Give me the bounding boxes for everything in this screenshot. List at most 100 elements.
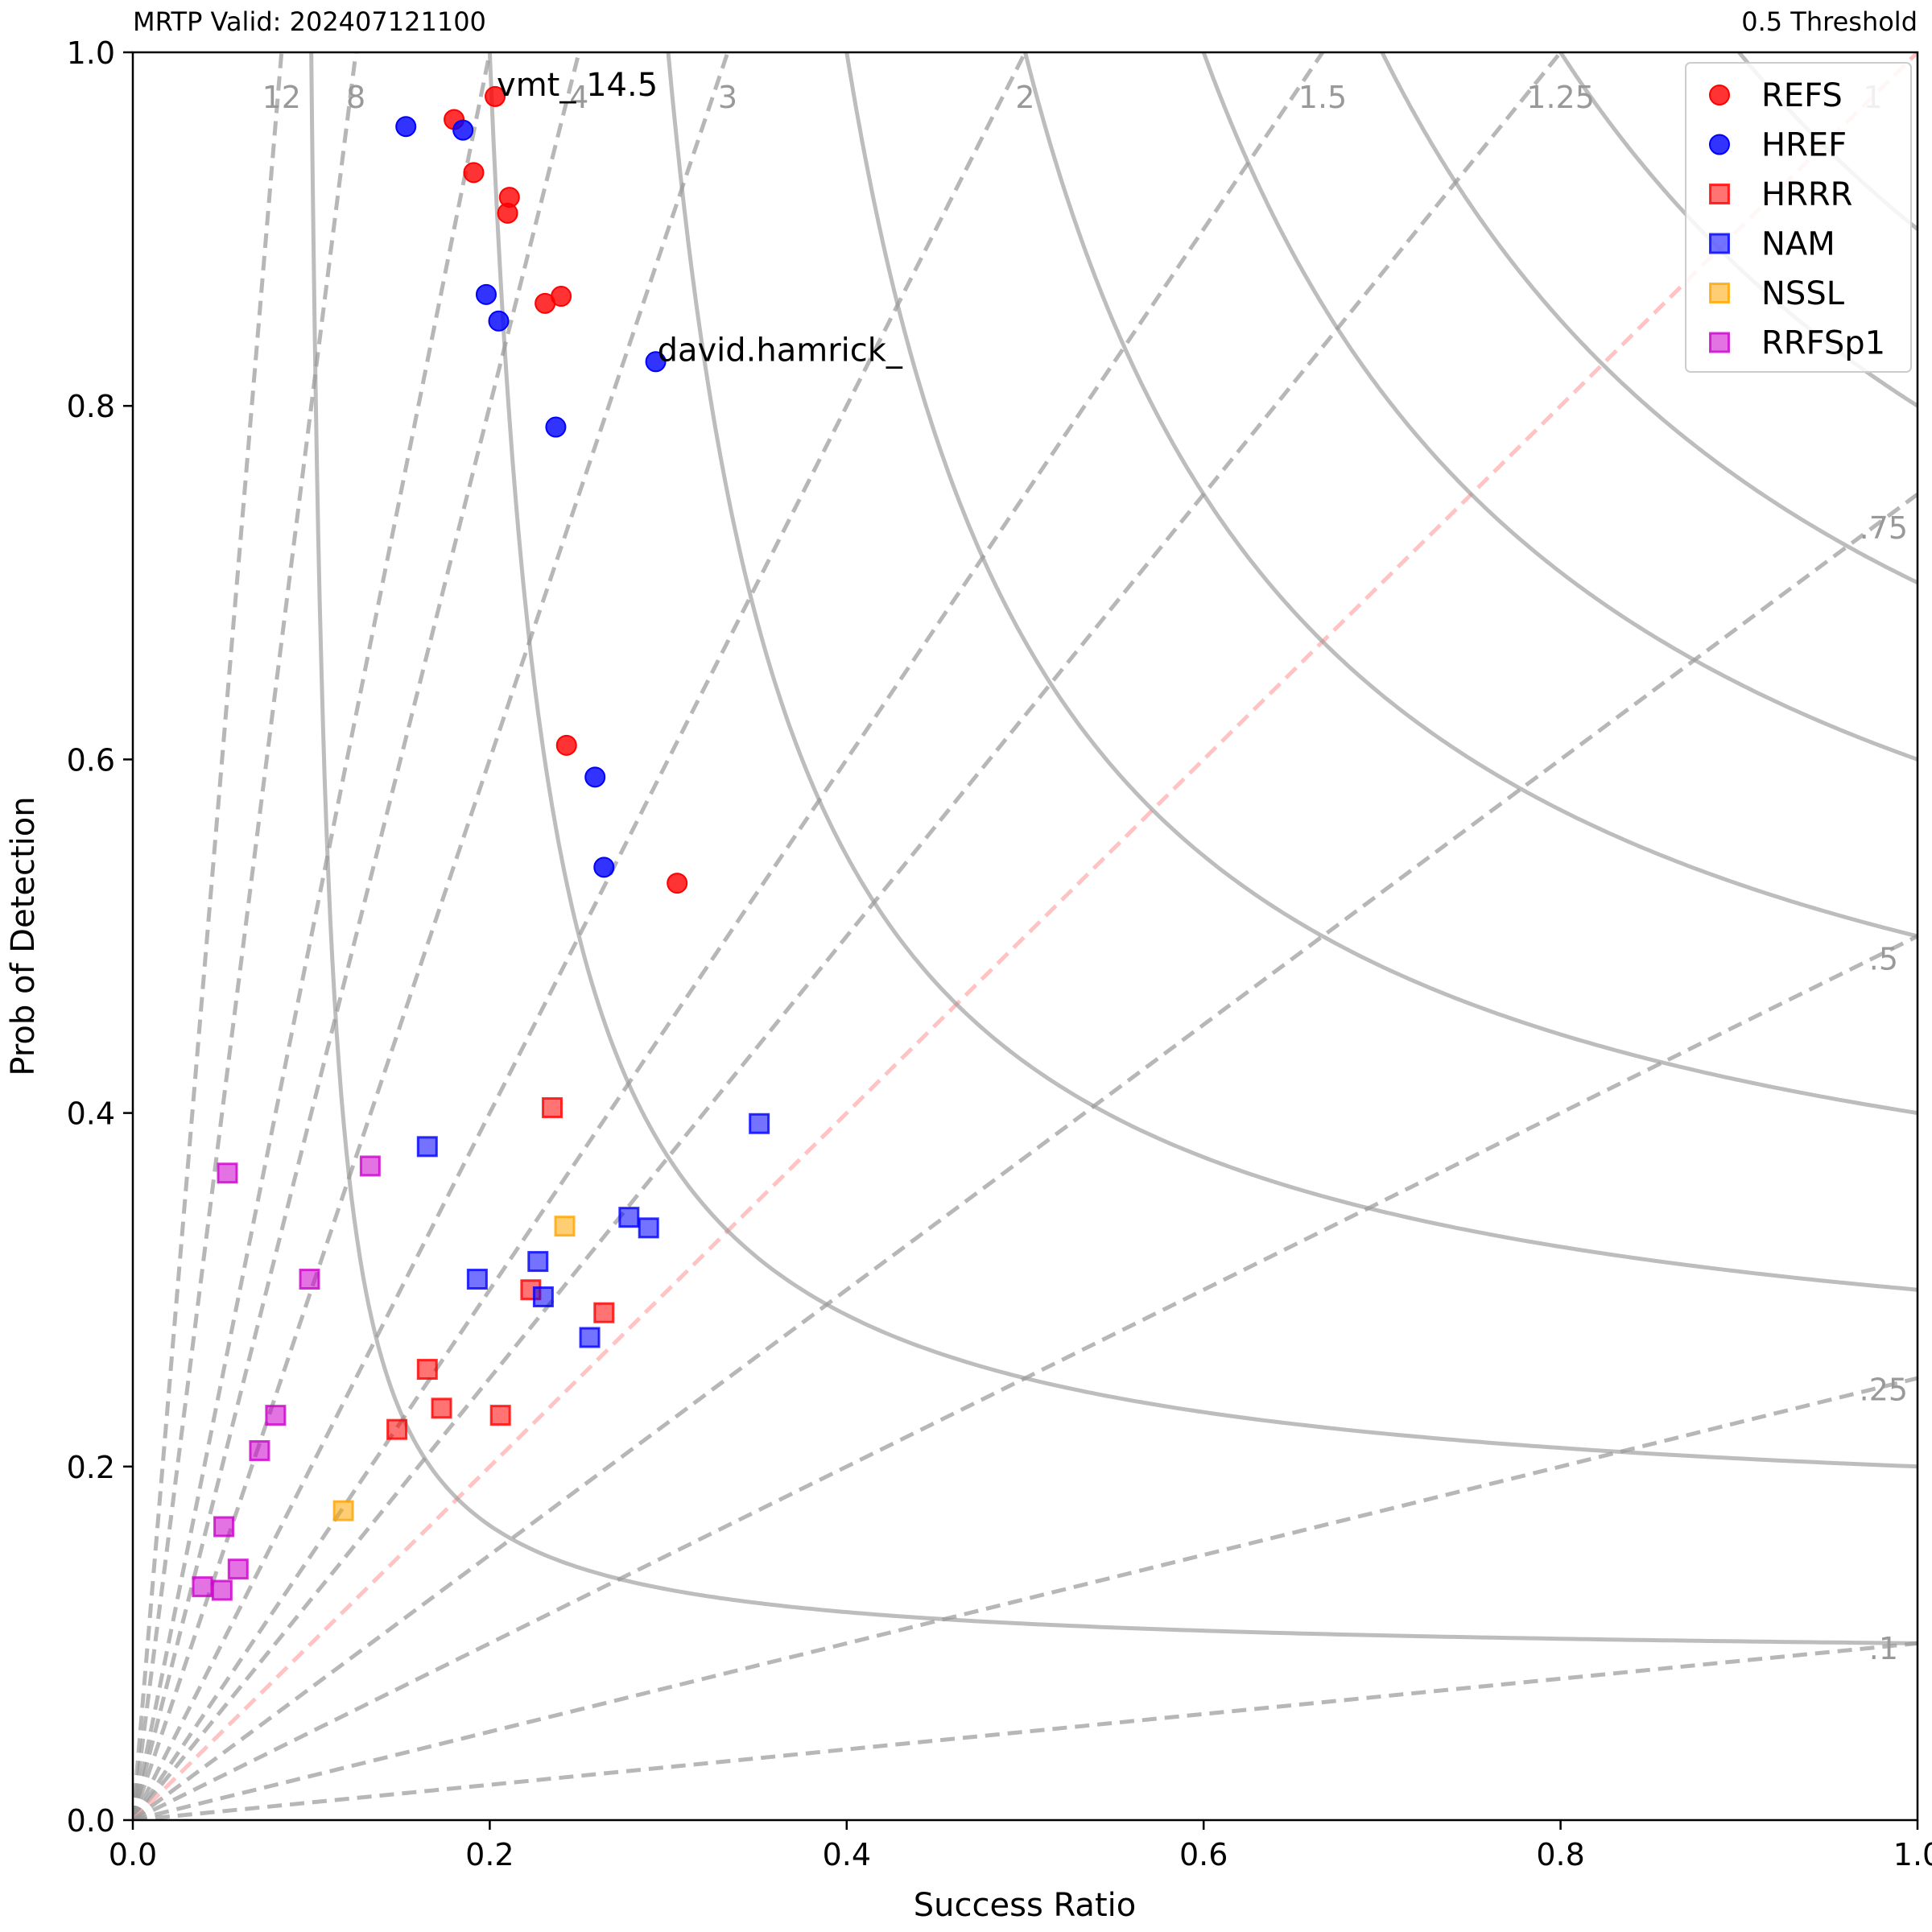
- legend: REFS HREF HRRR NAM NSSL RRFSp1: [1685, 62, 1912, 373]
- nssl-point: [332, 1500, 354, 1521]
- bias-line: [133, 52, 581, 1820]
- annotations: vmt_ 14.5 david.hamrick_: [497, 67, 903, 369]
- legend-box: [1685, 62, 1912, 373]
- hrrr-point: [386, 1418, 408, 1440]
- bias-line: [133, 52, 358, 1820]
- bias-label: 4: [569, 80, 588, 115]
- hrrr-point: [416, 1359, 438, 1381]
- nam-point: [749, 1113, 770, 1134]
- bias-label: 2: [1015, 80, 1034, 115]
- legend-label-refs: REFS: [1761, 77, 1843, 114]
- y-axis-label: Prob of Detection: [5, 796, 42, 1075]
- point-annotation: david.hamrick_: [658, 332, 903, 369]
- bias-line: [133, 52, 730, 1820]
- legend-marker-nam: [1709, 233, 1730, 254]
- legend-label-nssl: NSSL: [1761, 275, 1845, 312]
- rrfsp1-point: [227, 1558, 249, 1580]
- bias-label: 1.25: [1526, 80, 1595, 115]
- y-axis-ticks: 0.0 0.2 0.4 0.6 0.8 1.0: [67, 35, 133, 1839]
- plot-frame: [131, 51, 1919, 1822]
- threshold-label: 0.5 Threshold: [1741, 6, 1918, 37]
- href-point: [645, 351, 667, 373]
- point-annotation: vmt_ 14.5: [497, 67, 658, 104]
- bias-line: [133, 1376, 1918, 1820]
- bias-line: [133, 52, 1325, 1820]
- x-tick-label: 0.0: [109, 1837, 157, 1872]
- data-points: [192, 85, 770, 1601]
- legend-label-rrfsp1: RRFSp1: [1761, 325, 1885, 362]
- legend-marker-rrfsp1: [1709, 332, 1730, 353]
- rrfsp1-point: [265, 1405, 287, 1426]
- bias-line: [133, 1641, 1918, 1820]
- nam-point: [527, 1251, 549, 1273]
- legend-label-hrrr: HRRR: [1761, 176, 1852, 213]
- rrfsp1-point: [217, 1162, 238, 1184]
- csi-contour: [1201, 52, 1918, 762]
- nam-point: [466, 1269, 488, 1290]
- bias-label: 3: [718, 80, 737, 115]
- hrrr-point: [431, 1397, 452, 1419]
- refs-point: [555, 734, 577, 756]
- bias-line: [133, 52, 1918, 1820]
- y-tick-label: 1.0: [67, 35, 115, 71]
- bias-label: 8: [346, 80, 365, 115]
- csi-contour: [666, 52, 1918, 1292]
- bias-line: [133, 52, 1563, 1820]
- y-tick-label: 0.0: [67, 1803, 115, 1839]
- rrfsp1-point: [213, 1516, 235, 1538]
- nam-point: [618, 1207, 640, 1228]
- x-tick-label: 0.2: [465, 1837, 514, 1872]
- legend-marker-nssl: [1709, 283, 1730, 303]
- bias-line: [133, 492, 1918, 1820]
- y-tick-label: 0.2: [67, 1450, 115, 1485]
- bias-label: .25: [1860, 1373, 1908, 1408]
- legend-label-nam: NAM: [1761, 226, 1835, 263]
- legend-marker-refs: [1709, 85, 1730, 105]
- bias-label: 1.5: [1298, 80, 1347, 115]
- bias-line: [133, 52, 284, 1820]
- refs-point: [551, 286, 572, 308]
- bias-label: .1: [1869, 1631, 1898, 1666]
- x-tick-label: 1.0: [1893, 1837, 1932, 1872]
- hrrr-point: [541, 1097, 563, 1119]
- x-axis-label: Success Ratio: [914, 1887, 1136, 1924]
- href-point: [452, 119, 474, 141]
- href-point: [593, 857, 615, 878]
- bias-line: [133, 52, 1027, 1820]
- rrfsp1-point: [359, 1155, 381, 1177]
- x-tick-label: 0.8: [1536, 1837, 1584, 1872]
- bias-line: [133, 52, 492, 1820]
- bias-label: 12: [262, 80, 301, 115]
- refs-point: [463, 162, 485, 184]
- refs-point: [497, 202, 518, 224]
- csi-contour: [487, 52, 1918, 1469]
- hrrr-point: [489, 1405, 511, 1426]
- href-point: [488, 310, 510, 332]
- rrfsp1-point: [299, 1269, 320, 1290]
- refs-point: [667, 873, 688, 894]
- csi-contour: [309, 52, 1918, 1645]
- y-tick-label: 0.4: [67, 1096, 115, 1132]
- legend-marker-hrrr: [1709, 184, 1730, 204]
- csi-contour: [1023, 52, 1918, 939]
- nam-point: [532, 1286, 554, 1307]
- rrfsp1-point: [211, 1579, 233, 1601]
- y-tick-label: 0.6: [67, 742, 115, 778]
- href-point: [545, 416, 567, 438]
- bias-lines: [133, 52, 1918, 1820]
- x-axis-ticks: 0.0 0.2 0.4 0.6 0.8 1.0: [109, 1820, 1932, 1872]
- nam-point: [416, 1136, 438, 1158]
- bias-label: .75: [1860, 510, 1908, 546]
- hrrr-point: [593, 1302, 615, 1323]
- csi-contour: [844, 52, 1918, 1116]
- rrfsp1-point: [249, 1440, 270, 1462]
- csi-contour: [1380, 52, 1918, 585]
- nam-point: [638, 1217, 659, 1239]
- rrfsp1-point: [192, 1576, 213, 1598]
- nam-point: [579, 1327, 601, 1348]
- x-tick-label: 0.6: [1179, 1837, 1228, 1872]
- href-point: [475, 283, 497, 305]
- refs-point: [485, 85, 506, 107]
